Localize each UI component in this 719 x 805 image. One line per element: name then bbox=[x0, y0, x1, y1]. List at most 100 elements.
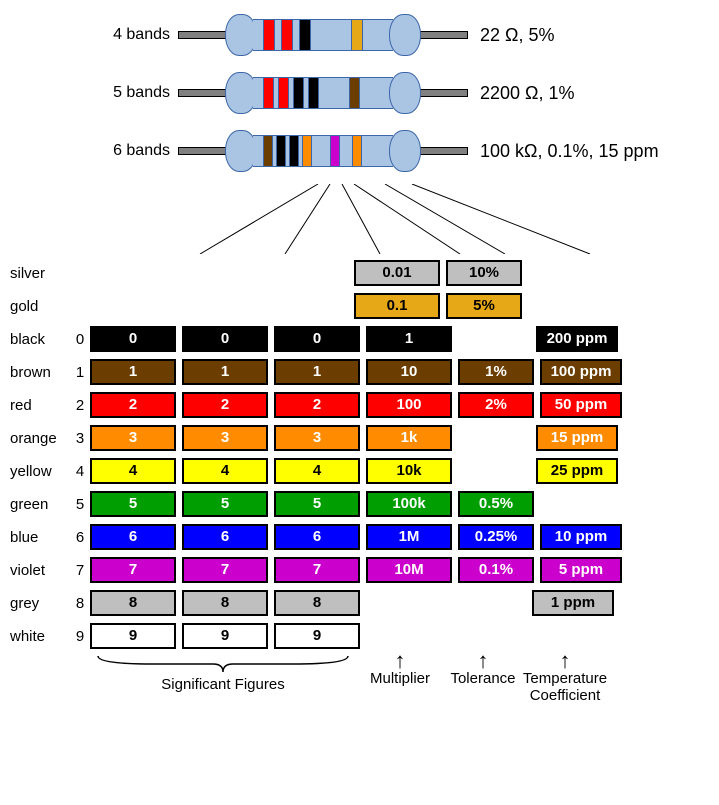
chart-cell: 10M bbox=[366, 557, 452, 583]
chart-cell: 200 ppm bbox=[536, 326, 618, 352]
brace-icon bbox=[90, 654, 356, 674]
sig-figures-label: Significant Figures bbox=[90, 676, 356, 693]
color-index: 2 bbox=[70, 397, 90, 414]
color-name: silver bbox=[10, 265, 70, 282]
chart-cell: 9 bbox=[274, 623, 360, 649]
chart-cell: 0 bbox=[182, 326, 268, 352]
chart-cell: 8 bbox=[274, 590, 360, 616]
chart-cell: 2% bbox=[458, 392, 534, 418]
chart-cell: 0.1% bbox=[458, 557, 534, 583]
chart-cell: 2 bbox=[90, 392, 176, 418]
resistor-drawing bbox=[178, 72, 468, 114]
resistor-value: 100 kΩ, 0.1%, 15 ppm bbox=[468, 141, 710, 162]
color-name: yellow bbox=[10, 463, 70, 480]
color-row: orange 3 3 3 3 1k 15 ppm bbox=[10, 423, 710, 453]
color-index: 0 bbox=[70, 331, 90, 348]
color-row: silver 0.01 10% bbox=[10, 258, 710, 288]
chart-cell: 8 bbox=[182, 590, 268, 616]
chart-cell: 5% bbox=[446, 293, 522, 319]
chart-cell: 6 bbox=[90, 524, 176, 550]
color-code-table: silver 0.01 10% gold 0.1 5% black 0 0 0 … bbox=[10, 258, 710, 651]
color-index: 6 bbox=[70, 529, 90, 546]
color-row: red 2 2 2 2 100 2% 50 ppm bbox=[10, 390, 710, 420]
multiplier-label: Multiplier bbox=[356, 670, 444, 687]
chart-cell: 9 bbox=[90, 623, 176, 649]
color-name: blue bbox=[10, 529, 70, 546]
chart-cell: 1% bbox=[458, 359, 534, 385]
resistor-row: 6 bands 100 kΩ, 0.1%, 15 ppm bbox=[10, 126, 710, 176]
color-index: 3 bbox=[70, 430, 90, 447]
color-index: 8 bbox=[70, 595, 90, 612]
chart-cell: 9 bbox=[182, 623, 268, 649]
chart-cell: 7 bbox=[90, 557, 176, 583]
color-row: yellow 4 4 4 4 10k 25 ppm bbox=[10, 456, 710, 486]
chart-cell: 1M bbox=[366, 524, 452, 550]
chart-cell: 25 ppm bbox=[536, 458, 618, 484]
chart-cell: 0 bbox=[274, 326, 360, 352]
chart-cell: 0.1 bbox=[354, 293, 440, 319]
resistor-row: 5 bands 2200 Ω, 1% bbox=[10, 68, 710, 118]
chart-cell: 5 bbox=[90, 491, 176, 517]
band-count-label: 4 bands bbox=[10, 26, 178, 44]
chart-cell: 0.5% bbox=[458, 491, 534, 517]
chart-cell: 7 bbox=[274, 557, 360, 583]
chart-cell: 0 bbox=[90, 326, 176, 352]
color-name: gold bbox=[10, 298, 70, 315]
chart-cell: 10 ppm bbox=[540, 524, 622, 550]
color-row: violet 7 7 7 7 10M 0.1% 5 ppm bbox=[10, 555, 710, 585]
resistor-value: 2200 Ω, 1% bbox=[468, 83, 710, 104]
color-row: black 0 0 0 0 1 200 ppm bbox=[10, 324, 710, 354]
chart-cell: 100 bbox=[366, 392, 452, 418]
chart-cell: 5 bbox=[274, 491, 360, 517]
color-row: brown 1 1 1 1 10 1% 100 ppm bbox=[10, 357, 710, 387]
arrow-up-icon: ↑ bbox=[522, 654, 608, 668]
color-row: green 5 5 5 5 100k 0.5% bbox=[10, 489, 710, 519]
chart-cell: 1 bbox=[366, 326, 452, 352]
chart-cell: 3 bbox=[182, 425, 268, 451]
column-footer: Significant Figures ↑ Multiplier ↑ Toler… bbox=[10, 654, 710, 704]
color-row: grey 8 8 8 8 1 ppm bbox=[10, 588, 710, 618]
resistor-examples: 4 bands 22 Ω, 5% 5 bands 2200 Ω, 1% 6 band… bbox=[10, 10, 710, 176]
resistor-drawing bbox=[178, 130, 468, 172]
band-count-label: 5 bands bbox=[10, 84, 178, 102]
chart-cell: 10 bbox=[366, 359, 452, 385]
color-name: black bbox=[10, 331, 70, 348]
chart-cell: 1 ppm bbox=[532, 590, 614, 616]
color-index: 4 bbox=[70, 463, 90, 480]
color-name: brown bbox=[10, 364, 70, 381]
resistor-drawing bbox=[178, 14, 468, 56]
color-name: white bbox=[10, 628, 70, 645]
chart-cell: 1 bbox=[274, 359, 360, 385]
color-name: green bbox=[10, 496, 70, 513]
chart-cell: 0.01 bbox=[354, 260, 440, 286]
chart-cell: 3 bbox=[90, 425, 176, 451]
chart-cell: 4 bbox=[90, 458, 176, 484]
tempco-label: TemperatureCoefficient bbox=[522, 670, 608, 704]
arrow-up-icon: ↑ bbox=[356, 654, 444, 668]
chart-cell: 8 bbox=[90, 590, 176, 616]
resistor-row: 4 bands 22 Ω, 5% bbox=[10, 10, 710, 60]
chart-cell: 100 ppm bbox=[540, 359, 622, 385]
chart-cell: 5 bbox=[182, 491, 268, 517]
color-row: gold 0.1 5% bbox=[10, 291, 710, 321]
connector-lines bbox=[170, 184, 710, 254]
color-name: red bbox=[10, 397, 70, 414]
chart-cell: 10% bbox=[446, 260, 522, 286]
chart-cell: 5 ppm bbox=[540, 557, 622, 583]
color-row: blue 6 6 6 6 1M 0.25% 10 ppm bbox=[10, 522, 710, 552]
color-index: 9 bbox=[70, 628, 90, 645]
chart-cell: 1 bbox=[90, 359, 176, 385]
chart-cell: 4 bbox=[274, 458, 360, 484]
band-count-label: 6 bands bbox=[10, 142, 178, 160]
chart-cell: 100k bbox=[366, 491, 452, 517]
chart-cell: 6 bbox=[274, 524, 360, 550]
color-index: 1 bbox=[70, 364, 90, 381]
chart-cell: 0.25% bbox=[458, 524, 534, 550]
arrow-up-icon: ↑ bbox=[444, 654, 522, 668]
chart-cell: 7 bbox=[182, 557, 268, 583]
color-name: orange bbox=[10, 430, 70, 447]
color-name: violet bbox=[10, 562, 70, 579]
color-name: grey bbox=[10, 595, 70, 612]
color-index: 7 bbox=[70, 562, 90, 579]
chart-cell: 1k bbox=[366, 425, 452, 451]
